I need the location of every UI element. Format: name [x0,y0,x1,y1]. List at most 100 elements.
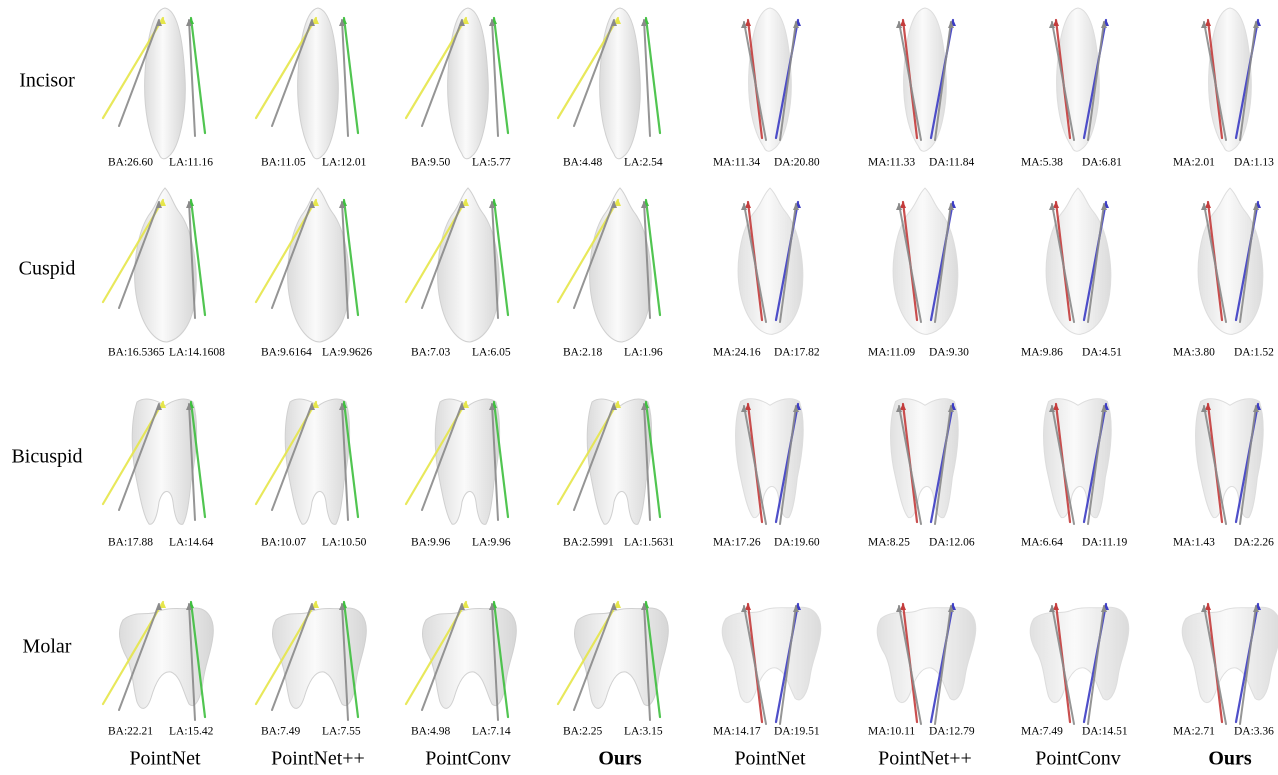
tooth-cell [406,8,508,159]
tooth-cell [558,8,660,159]
metric-label: LA:1.96 [624,347,663,359]
metric-label: LA:11.16 [169,157,213,169]
metric-label: LA:10.50 [322,537,367,549]
tooth-cell [406,188,508,342]
metric-label: MA:9.86 [1021,347,1063,359]
tooth-cell [256,601,366,720]
tooth-image [135,188,197,342]
metric-label: BA:2.5991 [563,537,614,549]
metric-label: BA:16.5365 [108,347,165,359]
metric-label: MA:11.09 [868,347,915,359]
metric-label: LA:7.14 [472,726,511,738]
metric-label: DA:12.79 [929,726,975,738]
metric-label: BA:4.48 [563,157,603,169]
tooth-cell [1182,603,1278,724]
metric-label: DA:1.13 [1234,157,1274,169]
arrow-head [745,201,751,208]
metric-label: LA:15.42 [169,726,214,738]
column-label: PointNet [129,748,201,770]
tooth-cell [558,601,668,720]
arrow-head [1053,201,1059,208]
tooth-image [722,607,820,702]
tooth-cell [722,603,820,724]
tooth-cell [406,601,516,720]
metric-label: DA:17.82 [774,347,820,359]
column-label: PointNet++ [878,748,972,770]
tooth-cell [877,603,975,724]
metric-label: BA:7.03 [411,347,451,359]
metric-label: DA:11.19 [1082,537,1128,549]
metric-label: LA:2.54 [624,157,663,169]
metric-label: BA:4.98 [411,726,451,738]
arrow-head [1205,19,1211,26]
metric-label: LA:14.64 [169,537,214,549]
tooth-image [423,608,517,708]
metric-label: DA:19.60 [774,537,820,549]
tooth-cell [738,188,803,334]
metric-label: BA:11.05 [261,157,306,169]
tooth-cell [558,399,660,524]
metric-label: DA:3.36 [1234,726,1274,738]
metric-label: LA:9.9626 [322,347,372,359]
tooth-image [590,188,652,342]
tooth-image [587,399,651,524]
metric-label: BA:9.96 [411,537,451,549]
tooth-image [435,399,499,524]
column-label: Ours [1208,748,1252,770]
column-label: PointConv [425,748,511,770]
tooth-cell [891,399,959,524]
metric-label: MA:10.11 [868,726,915,738]
metric-label: MA:2.01 [1173,157,1215,169]
figure: IncisorCuspidBicuspidMolarBA:26.60LA:11.… [0,0,1278,770]
tooth-cell [256,399,358,524]
tooth-image [132,399,196,524]
tooth-cell [1030,603,1128,724]
metric-label: MA:11.33 [868,157,915,169]
tooth-image [600,8,641,159]
tooth-cell [893,188,958,334]
tooth-cell [1046,188,1111,334]
tooth-cell [103,399,205,524]
tooth-cell [896,8,956,151]
row-label: Molar [23,636,72,658]
column-label: PointNet++ [271,748,365,770]
metric-label: MA:14.17 [713,726,761,738]
tooth-cell [103,188,205,342]
metric-label: DA:11.84 [929,157,975,169]
metric-label: LA:14.1608 [169,347,225,359]
metric-label: LA:1.5631 [624,537,674,549]
tooth-cell [1198,188,1263,334]
metric-label: LA:5.77 [472,157,511,169]
tooth-image [298,8,339,159]
metric-label: DA:20.80 [774,157,820,169]
metric-label: BA:17.88 [108,537,153,549]
tooth-cell [103,8,205,159]
metric-label: MA:3.80 [1173,347,1215,359]
metric-label: BA:26.60 [108,157,153,169]
metric-label: BA:9.6164 [261,347,312,359]
tooth-cell [103,601,213,720]
metric-label: MA:24.16 [713,347,761,359]
tooth-image [145,8,186,159]
metric-label: MA:6.64 [1021,537,1063,549]
tooth-cell [256,188,358,342]
tooth-image [1182,607,1278,702]
metric-label: LA:3.15 [624,726,663,738]
arrow-head [900,19,906,26]
metric-label: BA:10.07 [261,537,306,549]
tooth-cell [1049,8,1109,151]
row-label: Incisor [19,70,75,92]
metric-label: MA:1.43 [1173,537,1215,549]
metric-label: MA:2.71 [1173,726,1215,738]
metric-label: BA:22.21 [108,726,153,738]
column-label: PointNet [734,748,806,770]
metric-label: LA:12.01 [322,157,367,169]
row-label: Bicuspid [11,446,82,468]
tooth-image [877,607,975,702]
tooth-image [575,608,669,708]
metric-label: DA:2.26 [1234,537,1274,549]
metric-label: DA:12.06 [929,537,975,549]
tooth-image [288,188,350,342]
tooth-cell [741,8,801,151]
metric-label: DA:4.51 [1082,347,1122,359]
